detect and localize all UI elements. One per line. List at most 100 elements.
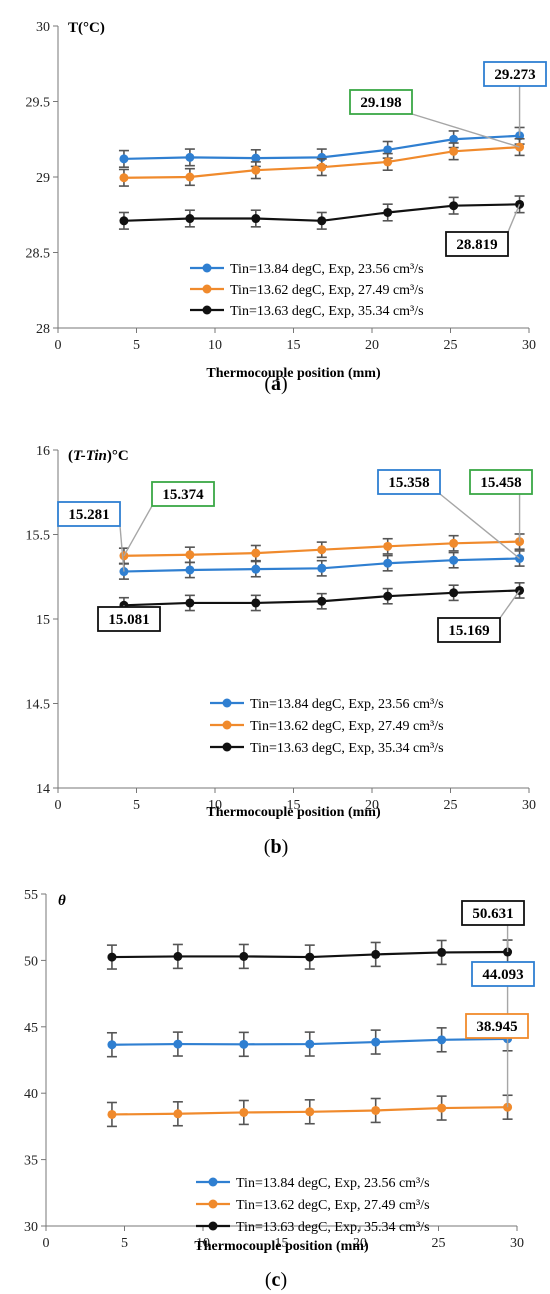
y-tick-label: 30 (24, 1220, 38, 1235)
legend-entry: Tin=13.62 degC, Exp, 27.49 cm³/s (236, 1198, 430, 1213)
corner-label: θ (58, 893, 66, 909)
data-point (251, 165, 261, 175)
callout-box (377, 469, 441, 495)
x-axis-title: Thermocouple position (mm) (206, 366, 381, 381)
x-tick-label: 25 (432, 1236, 446, 1251)
callout-label: 44.093 (482, 967, 523, 983)
y-tick-label: 14.5 (26, 698, 51, 713)
callout-box (471, 961, 535, 987)
callout-box (445, 231, 509, 257)
data-point (449, 538, 459, 548)
callout-label: 15.358 (388, 475, 429, 491)
data-point (185, 598, 195, 608)
data-point (437, 1103, 447, 1113)
legend-entry: Tin=13.63 degC, Exp, 35.34 cm³/s (236, 1220, 430, 1235)
x-tick-label: 10 (208, 798, 222, 813)
data-point (251, 214, 261, 224)
data-point (317, 596, 327, 606)
x-tick-label: 20 (353, 1236, 367, 1251)
x-tick-label: 5 (133, 798, 140, 813)
data-point (383, 157, 393, 167)
data-point (383, 541, 393, 551)
y-tick-label: 15 (36, 613, 50, 628)
callout-box (469, 469, 533, 495)
y-tick-label: 45 (24, 1021, 38, 1036)
y-tick-label: 35 (24, 1154, 38, 1169)
legend-entry: Tin=13.84 degC, Exp, 23.56 cm³/s (250, 697, 444, 712)
y-tick-label: 40 (24, 1087, 38, 1102)
chart-panel-c: 30 35 40 45 50 55 0 5 10 15 20 25 30 Thermocouple pos… (24, 888, 535, 1254)
y-tick-label: 29 (36, 171, 50, 186)
data-point (437, 1035, 447, 1045)
callout-label: 15.169 (448, 623, 489, 639)
data-point (449, 201, 459, 211)
x-tick-label: 30 (522, 798, 536, 813)
legend-swatch-marker (222, 720, 232, 730)
callout-box (465, 1013, 529, 1039)
data-point (437, 947, 447, 957)
corner-label: (T-Tin)°C (68, 448, 129, 464)
data-point (383, 558, 393, 568)
legend-entry: Tin=13.62 degC, Exp, 27.49 cm³/s (230, 283, 424, 298)
x-tick-label: 25 (444, 338, 458, 353)
callout-box (437, 617, 501, 643)
callout-label: 28.819 (456, 237, 497, 253)
data-point (119, 173, 129, 183)
y-tick-label: 30 (36, 20, 50, 35)
callout-label: 50.631 (472, 906, 513, 922)
callout-leader-line (123, 505, 153, 557)
legend-entry: Tin=13.84 degC, Exp, 23.56 cm³/s (230, 262, 424, 277)
callout-label: 15.281 (68, 507, 109, 523)
data-point (251, 153, 261, 163)
data-point (185, 550, 195, 560)
callout-box (151, 481, 215, 507)
x-tick-label: 15 (275, 1236, 289, 1251)
x-tick-label: 20 (365, 798, 379, 813)
data-point (305, 1107, 315, 1117)
legend-swatch-marker (222, 698, 232, 708)
data-point (449, 134, 459, 144)
data-point (449, 588, 459, 598)
data-point (371, 1105, 381, 1115)
legend-entry: Tin=13.62 degC, Exp, 27.49 cm³/s (250, 719, 444, 734)
y-tick-label: 28.5 (26, 247, 51, 262)
x-axis-title: Thermocouple position (mm) (194, 1239, 369, 1254)
x-tick-label: 15 (287, 338, 301, 353)
callout-box (461, 900, 525, 926)
data-point (371, 1037, 381, 1047)
data-point (383, 591, 393, 601)
legend-swatch-marker (202, 263, 212, 273)
data-point (449, 146, 459, 156)
legend-entry: Tin=13.84 degC, Exp, 23.56 cm³/s (236, 1176, 430, 1191)
data-point (185, 172, 195, 182)
callout-leader-line (499, 590, 521, 619)
callout-leader-line (439, 493, 521, 560)
data-point (107, 1040, 117, 1050)
y-tick-label: 16 (36, 444, 50, 459)
legend-swatch-marker (208, 1199, 218, 1209)
data-point (239, 1107, 249, 1117)
y-tick-label: 29.5 (26, 96, 51, 111)
callout-leader-line (119, 525, 125, 572)
data-point (383, 145, 393, 155)
data-point (185, 152, 195, 162)
data-point (119, 216, 129, 226)
data-point (305, 952, 315, 962)
x-tick-label: 15 (287, 798, 301, 813)
data-point (317, 545, 327, 555)
legend-swatch-marker (208, 1177, 218, 1187)
data-point (173, 1109, 183, 1119)
data-point (317, 216, 327, 226)
corner-label: T(°C) (68, 20, 105, 36)
x-tick-label: 30 (522, 338, 536, 353)
data-point (383, 207, 393, 217)
callout-label: 29.273 (494, 67, 535, 83)
y-tick-label: 14 (36, 782, 50, 797)
data-point (251, 598, 261, 608)
x-tick-label: 30 (510, 1236, 524, 1251)
chart-panel-a: 28 28.5 29 29.5 30 0 5 10 15 20 25 30 Thermocouple p… (26, 20, 547, 381)
legend-swatch-marker (202, 305, 212, 315)
x-tick-label: 5 (133, 338, 140, 353)
data-point (173, 1039, 183, 1049)
callout-label: 38.945 (476, 1019, 517, 1035)
